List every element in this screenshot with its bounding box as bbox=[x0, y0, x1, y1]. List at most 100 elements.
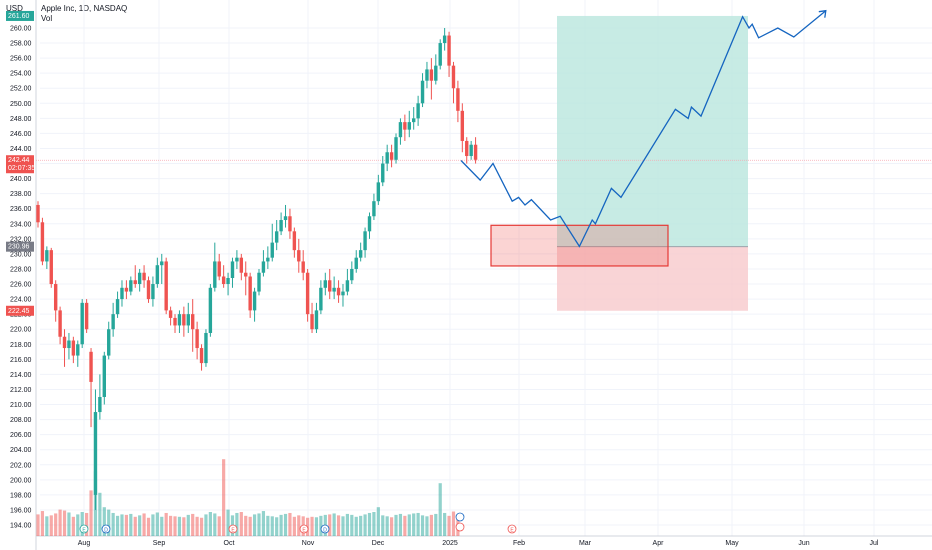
candle-body bbox=[451, 65, 456, 89]
volume-bar bbox=[412, 513, 416, 536]
x-tick-label: 2025 bbox=[442, 540, 458, 547]
candle-body bbox=[67, 340, 71, 349]
event-marker-letter: E bbox=[82, 528, 86, 534]
candle-body bbox=[292, 231, 297, 251]
candle-body bbox=[288, 216, 292, 232]
volume-bar bbox=[204, 514, 208, 536]
y-tick-label: 220.00 bbox=[10, 327, 32, 334]
volume-bar bbox=[49, 515, 53, 536]
candle-body bbox=[407, 122, 411, 130]
candle-body bbox=[279, 220, 283, 232]
y-tick-label: 208.00 bbox=[10, 417, 32, 424]
volume-bar bbox=[447, 515, 451, 536]
volume-bar bbox=[182, 517, 186, 536]
volume-bar bbox=[133, 516, 137, 536]
volume-bar bbox=[129, 513, 133, 536]
event-marker-letter: D bbox=[104, 528, 108, 534]
candle-body bbox=[151, 284, 155, 300]
plus-icon bbox=[455, 512, 465, 522]
candle-body bbox=[36, 204, 40, 223]
loss-zone bbox=[557, 246, 748, 311]
volume-bar bbox=[292, 516, 296, 536]
y-tick-label: 212.00 bbox=[10, 387, 32, 394]
volume-bar bbox=[54, 513, 58, 536]
candle-body bbox=[248, 276, 252, 311]
candle-body bbox=[58, 310, 62, 337]
volume-bar bbox=[89, 490, 93, 536]
y-tick-label: 218.00 bbox=[10, 342, 32, 349]
x-tick-label: Dec bbox=[372, 540, 385, 547]
candle-body bbox=[195, 329, 199, 349]
volume-bar bbox=[208, 512, 212, 536]
volume-bar bbox=[111, 512, 115, 536]
candle-body bbox=[261, 261, 266, 273]
candle-body bbox=[358, 250, 363, 258]
candle-body bbox=[367, 216, 372, 232]
last-price-tag-text: 242.44 bbox=[8, 157, 30, 164]
volume-bar bbox=[115, 515, 120, 536]
volume-bar bbox=[394, 514, 398, 536]
candle-body bbox=[381, 163, 385, 183]
volume-bar bbox=[169, 515, 173, 536]
y-tick-label: 238.00 bbox=[10, 191, 32, 198]
candle-body bbox=[204, 332, 208, 364]
currency-label: USD bbox=[6, 4, 23, 13]
volume-bar bbox=[336, 515, 341, 536]
candle-body bbox=[213, 261, 217, 288]
profit-zone bbox=[557, 15, 748, 247]
candle-body bbox=[111, 314, 115, 330]
event-marker-icon bbox=[299, 524, 309, 534]
y-tick-label: 214.00 bbox=[10, 372, 32, 379]
y-tick-label: 194.00 bbox=[10, 523, 32, 530]
candle-body bbox=[137, 272, 142, 285]
y-tick-label: 254.00 bbox=[10, 71, 32, 78]
volume-bar bbox=[151, 514, 155, 536]
volume-bar bbox=[451, 511, 456, 536]
volume-bar bbox=[443, 512, 447, 536]
y-tick-label: 224.00 bbox=[10, 297, 32, 304]
x-tick-label: Nov bbox=[302, 540, 315, 547]
volume-bar bbox=[363, 514, 367, 536]
candle-body bbox=[425, 69, 429, 81]
candle-body bbox=[434, 65, 438, 81]
volume-bar bbox=[102, 507, 106, 536]
candle-body bbox=[416, 103, 420, 119]
volume-bar bbox=[328, 514, 332, 536]
candle-body bbox=[345, 280, 350, 292]
candle-body bbox=[124, 287, 129, 292]
volume-bar bbox=[235, 512, 239, 536]
volume-bar bbox=[248, 516, 252, 536]
candle-body bbox=[76, 344, 80, 356]
volume-bar bbox=[332, 513, 336, 536]
y-tick-label: 248.00 bbox=[10, 116, 32, 123]
y-tick-label: 216.00 bbox=[10, 357, 32, 364]
y-tick-label: 226.00 bbox=[10, 282, 32, 289]
candle-body bbox=[239, 257, 244, 273]
volume-indicator-label[interactable]: Vol bbox=[41, 14, 53, 23]
event-marker-icon bbox=[79, 524, 89, 534]
y-tick-label: 206.00 bbox=[10, 432, 32, 439]
volume-bar bbox=[62, 510, 67, 536]
volume-bar bbox=[217, 516, 221, 536]
candle-body bbox=[420, 80, 425, 104]
y-tick-label: 234.00 bbox=[10, 221, 32, 228]
x-tick-label: Aug bbox=[78, 540, 91, 547]
event-marker-letter: E bbox=[302, 528, 306, 534]
volume-bar bbox=[381, 515, 385, 536]
candle-body bbox=[341, 291, 345, 296]
volume-bar bbox=[359, 515, 363, 536]
candle-body bbox=[120, 287, 124, 300]
volume-bar bbox=[124, 514, 128, 536]
candle-body bbox=[107, 329, 111, 356]
volume-bar bbox=[350, 514, 354, 536]
volume-bar bbox=[283, 513, 288, 536]
volume-bar bbox=[398, 513, 403, 536]
candle-body bbox=[168, 310, 173, 318]
y-tick-label: 252.00 bbox=[10, 86, 32, 93]
candle-body bbox=[226, 278, 230, 285]
volume-bar bbox=[36, 514, 40, 536]
candle-body bbox=[394, 137, 398, 160]
volume-bar bbox=[266, 515, 270, 536]
stop-price-tag-bg bbox=[6, 305, 34, 316]
